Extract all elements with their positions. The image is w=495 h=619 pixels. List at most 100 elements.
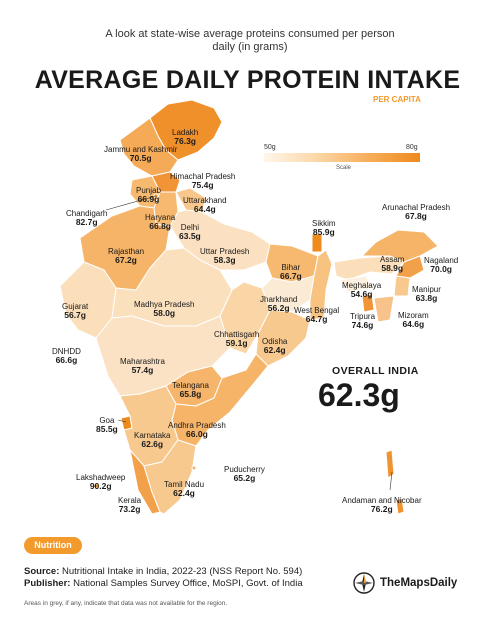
label-nagaland: Nagaland 70.0g xyxy=(424,256,458,274)
region-value: 63.5g xyxy=(179,231,201,241)
region-name: Jharkhand xyxy=(260,295,298,304)
scale-max-label: 80g xyxy=(406,144,418,151)
label-mizoram: Mizoram 64.6g xyxy=(398,311,429,329)
label-karnataka: Karnataka 62.6g xyxy=(134,431,170,449)
label-goa: Goa 85.5g xyxy=(96,416,118,434)
label-lakshadweep: Lakshadweep 90.2g xyxy=(76,473,125,491)
region-name: West Bengal xyxy=(294,306,340,315)
region-value: 67.8g xyxy=(405,211,427,221)
label-maharashtra: Maharashtra 57.4g xyxy=(120,357,165,375)
region-name: Maharashtra xyxy=(120,357,165,366)
region-name: Chandigarh xyxy=(66,209,108,218)
publisher-label: Publisher: xyxy=(24,578,71,589)
region-mizoram xyxy=(373,295,395,323)
brand-logo: TheMapsDaily xyxy=(352,571,457,595)
region-name: DNHDD xyxy=(52,347,81,356)
region-name: Arunachal Pradesh xyxy=(382,203,451,212)
region-value: 66.6g xyxy=(55,355,78,365)
region-name: Uttarakhand xyxy=(183,196,227,205)
footnote: Areas in grey, if any, indicate that dat… xyxy=(24,600,228,607)
scale-label: Scale xyxy=(336,165,352,171)
label-telangana: Telangana 65.8g xyxy=(172,381,209,399)
leader-line-goa xyxy=(117,419,127,423)
region-jammu-kashmir xyxy=(119,117,179,177)
label-tripura: Tripura 74.6g xyxy=(350,312,375,330)
region-value: 65.2g xyxy=(233,473,256,483)
region-name: Ladakh xyxy=(172,128,199,137)
region-name: Lakshadweep xyxy=(76,473,126,482)
color-scale-bar xyxy=(264,153,420,162)
region-name: Goa xyxy=(99,416,115,425)
overall-label: OVERALL INDIA xyxy=(332,365,419,377)
region-west-bengal xyxy=(309,249,333,321)
category-tag: Nutrition xyxy=(24,537,82,554)
region-meghalaya xyxy=(339,275,373,293)
label-meghalaya: Meghalaya 54.6g xyxy=(342,281,381,299)
region-value: 62.4g xyxy=(263,345,286,355)
region-value: 67.2g xyxy=(115,255,137,265)
region-value: 66.8g xyxy=(149,221,171,231)
region-puducherry xyxy=(191,465,197,471)
label-puducherry: Puducherry 65.2g xyxy=(224,465,265,483)
region-value: 59.1g xyxy=(225,338,248,348)
region-lakshadweep xyxy=(93,483,99,489)
region-assam xyxy=(333,255,405,281)
region-tripura xyxy=(361,293,375,313)
region-value: 54.6g xyxy=(350,289,373,299)
region-name: Madhya Pradesh xyxy=(134,300,195,309)
region-name: Tripura xyxy=(350,312,376,321)
region-andaman-nicobar-south xyxy=(395,497,405,515)
region-name: Uttar Pradesh xyxy=(200,247,250,256)
label-dnhdd: DNHDD 66.6g xyxy=(52,347,81,365)
label-sikkim: Sikkim 85.9g xyxy=(312,219,336,237)
region-name: Telangana xyxy=(172,381,209,390)
region-value: 76.3g xyxy=(174,136,196,146)
scale-min-label: 50g xyxy=(264,144,276,151)
region-value: 73.2g xyxy=(118,504,141,514)
region-value: 56.7g xyxy=(64,310,86,320)
region-value: 62.4g xyxy=(173,488,195,498)
region-name: Chhattisgarh xyxy=(214,330,260,339)
label-uttar-pradesh: Uttar Pradesh 58.3g xyxy=(200,247,249,265)
page-title: AVERAGE DAILY PROTEIN INTAKE xyxy=(34,66,461,94)
region-name: Nagaland xyxy=(424,256,459,265)
label-andhra-pradesh: Andhra Pradesh 66.0g xyxy=(168,421,226,439)
region-value: 63.8g xyxy=(415,293,438,303)
region-value: 75.4g xyxy=(191,180,214,190)
region-value: 90.2g xyxy=(89,481,112,491)
region-name: Karnataka xyxy=(134,431,171,440)
label-haryana: Haryana 66.8g xyxy=(145,213,175,231)
region-name: Odisha xyxy=(262,337,288,346)
label-manipur: Manipur 63.8g xyxy=(412,285,441,303)
region-andaman-nicobar xyxy=(385,449,395,479)
region-value: 57.4g xyxy=(131,365,154,375)
region-tamil-nadu xyxy=(143,439,197,515)
label-himachal: Himachal Pradesh 75.4g xyxy=(170,172,235,190)
label-jammu-kashmir: Jammu and Kashmir 70.5g xyxy=(104,145,177,163)
label-madhya-pradesh: Madhya Pradesh 58.0g xyxy=(134,300,194,318)
region-name: Punjab xyxy=(136,186,161,195)
region-value: 64.7g xyxy=(305,314,328,324)
region-value: 58.0g xyxy=(153,308,176,318)
region-manipur xyxy=(393,275,411,297)
region-value: 82.7g xyxy=(75,217,98,227)
region-value: 66.9g xyxy=(137,194,160,204)
region-value: 56.2g xyxy=(267,303,290,313)
source-label: Source: xyxy=(24,566,60,577)
region-name: Gujarat xyxy=(62,302,89,311)
publisher-text: National Samples Survey Office, MoSPI, G… xyxy=(73,578,303,589)
region-value: 66.7g xyxy=(280,271,302,281)
overall-value: 62.3g xyxy=(318,377,400,413)
compass-icon xyxy=(353,572,375,594)
region-name: Delhi xyxy=(180,223,199,232)
label-assam: Assam 58.9g xyxy=(380,255,404,273)
region-nagaland xyxy=(395,255,425,279)
region-arunachal xyxy=(361,229,439,263)
source-text: Nutritional Intake in India, 2022-23 (NS… xyxy=(62,566,303,577)
region-name: Jammu and Kashmir xyxy=(104,145,178,154)
label-ladakh: Ladakh 76.3g xyxy=(172,128,198,146)
brand-name: TheMapsDaily xyxy=(380,577,458,589)
label-odisha: Odisha 62.4g xyxy=(262,337,287,355)
region-sikkim xyxy=(311,233,323,253)
